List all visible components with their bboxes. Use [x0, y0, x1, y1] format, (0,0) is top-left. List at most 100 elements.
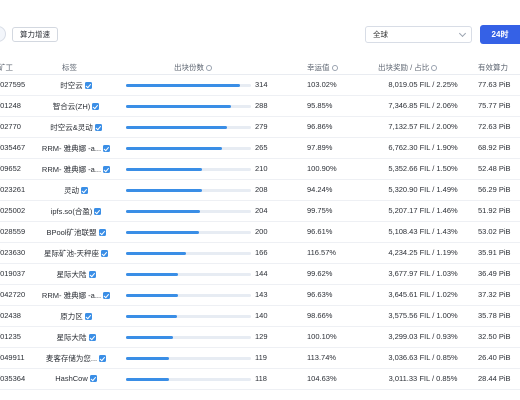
region-select[interactable]: 全球	[365, 26, 472, 43]
table-row[interactable]: f023261 灵动 208 94.24% 5,320.90 FIL / 1.49% 56…	[0, 180, 520, 201]
miner-id-link[interactable]: f035364	[0, 374, 26, 383]
blocks-count: 288	[255, 101, 268, 110]
blocks-progress-fill	[126, 168, 203, 171]
miner-id-link[interactable]: f02438	[0, 311, 21, 320]
miner-tag[interactable]: 麦客存储为您...	[32, 353, 120, 364]
table-row[interactable]: f042720 RRM- 雅典娜 -a... 143 96.63% 3,645.61 F…	[0, 285, 520, 306]
blocks-progress-fill	[126, 252, 187, 255]
miner-id-link[interactable]: f049911	[0, 353, 25, 362]
miner-id-link[interactable]: f09652	[0, 164, 21, 173]
info-icon[interactable]	[431, 64, 438, 71]
blocks-count: 118	[255, 374, 267, 383]
power-value: 35.91 PiB	[478, 248, 511, 257]
blocks-progress-bar	[126, 231, 251, 234]
miner-id-link[interactable]: f028559	[0, 227, 26, 236]
miner-id-link[interactable]: f019037	[0, 269, 26, 278]
reward-value: 3,645.61 FIL / 1.02%	[388, 290, 458, 299]
table-row[interactable]: f02770 时空云&灵动 279 96.86% 7,132.57 FIL / 2.00…	[0, 117, 520, 138]
miner-id-link[interactable]: f02770	[0, 122, 21, 131]
header-reward[interactable]: 出块奖励 / 占比	[378, 62, 438, 73]
blocks-count: 144	[255, 269, 268, 278]
blocks-progress-bar	[126, 252, 251, 255]
miner-id-link[interactable]: f027595	[0, 80, 26, 89]
table-row[interactable]: f09652 RRM- 雅典娜 -a... 210 100.90% 5,352.66 F…	[0, 159, 520, 180]
reward-value: 3,036.63 FIL / 0.85%	[388, 353, 458, 362]
info-icon[interactable]	[331, 64, 338, 71]
tab-24h[interactable]: 24时	[480, 25, 520, 44]
miner-id-link[interactable]: f023630	[0, 248, 26, 257]
power-value: 56.29 PiB	[478, 185, 511, 194]
miner-tag[interactable]: 星际矿池-天秤座	[32, 248, 120, 259]
blocks-progress-fill	[126, 273, 179, 276]
miner-tag[interactable]: 智合云(ZH)	[32, 101, 120, 112]
power-growth-filter-button[interactable]: 算力增速	[12, 27, 58, 42]
miner-tag[interactable]: 星际大陆	[32, 332, 120, 343]
blocks-count: 119	[255, 353, 267, 362]
table-row[interactable]: f019037 星际大陆 144 99.62% 3,677.97 FIL / 1.03%…	[0, 264, 520, 285]
miner-id-link[interactable]: f042720	[0, 290, 26, 299]
blocks-count: 210	[255, 164, 268, 173]
miner-id-link[interactable]: f01235	[0, 332, 21, 341]
blocks-progress-bar	[126, 210, 251, 213]
blocks-count: 204	[255, 206, 268, 215]
header-power: 有效算力	[478, 63, 508, 72]
miner-id-link[interactable]: f01248	[0, 101, 21, 110]
table-row[interactable]: f01248 智合云(ZH) 288 95.85% 7,346.85 FIL / 2.0…	[0, 96, 520, 117]
power-value: 75.77 PiB	[478, 101, 511, 110]
table-row[interactable]: f028559 BPool矿池联盟 200 96.61% 5,108.43 FIL / …	[0, 222, 520, 243]
header-luck[interactable]: 幸运值	[307, 62, 338, 73]
table-row[interactable]: f049911 麦客存储为您... 119 113.74% 3,036.63 FIL /…	[0, 348, 520, 369]
verified-icon	[94, 124, 102, 131]
miner-tag[interactable]: RRM- 雅典娜 -a...	[32, 143, 120, 154]
table-row[interactable]: f035467 RRM- 雅典娜 -a... 265 97.89% 6,762.30 F…	[0, 138, 520, 159]
miner-tag[interactable]: 星际大陆	[32, 269, 120, 280]
verified-icon	[84, 313, 92, 320]
miner-tag[interactable]: 灵动	[32, 185, 120, 196]
miner-tag[interactable]: 时空云&灵动	[32, 122, 120, 133]
power-value: 52.48 PiB	[478, 164, 511, 173]
luck-value: 100.10%	[307, 332, 337, 341]
miner-id-link[interactable]: f025002	[0, 206, 26, 215]
luck-value: 96.61%	[307, 227, 333, 236]
blocks-count: 143	[255, 290, 268, 299]
miner-tag[interactable]: HashCow	[32, 374, 120, 383]
blocks-count: 265	[255, 143, 268, 152]
info-icon[interactable]	[206, 64, 212, 71]
blocks-progress-bar	[126, 273, 251, 276]
blocks-progress-bar	[126, 126, 251, 129]
table-row[interactable]: f02438 原力区 140 98.66% 3,575.56 FIL / 1.00% 35…	[0, 306, 520, 327]
round-toggle-button[interactable]	[0, 26, 6, 42]
table-row[interactable]: f035364 HashCow 118 104.63% 3,011.33 FIL / 0…	[0, 369, 520, 390]
miner-tag[interactable]: RRM- 雅典娜 -a...	[32, 164, 120, 175]
table-row[interactable]: f023630 星际矿池-天秤座 166 116.57% 4,234.25 FIL / …	[0, 243, 520, 264]
verified-icon	[94, 208, 102, 215]
miner-tag[interactable]: 原力区	[32, 311, 120, 322]
reward-value: 5,207.17 FIL / 1.46%	[388, 206, 458, 215]
header-blocks[interactable]: 出块份数	[174, 62, 212, 73]
miner-tag[interactable]: BPool矿池联盟	[32, 227, 120, 238]
verified-icon	[98, 229, 106, 236]
verified-icon	[88, 334, 96, 341]
blocks-progress-bar	[126, 315, 251, 318]
reward-value: 7,132.57 FIL / 2.00%	[388, 122, 458, 131]
miner-tag[interactable]: ipfs.so(合盈)	[32, 206, 120, 217]
table-row[interactable]: f027595 时空云 314 103.02% 8,019.05 FIL / 2.25%…	[0, 75, 520, 96]
verified-icon	[103, 166, 111, 173]
verified-icon	[101, 250, 108, 257]
power-value: 68.92 PiB	[478, 143, 511, 152]
miner-id-link[interactable]: f035467	[0, 143, 26, 152]
reward-value: 3,677.97 FIL / 1.03%	[388, 269, 458, 278]
luck-value: 94.24%	[307, 185, 333, 194]
blocks-progress-fill	[126, 147, 223, 150]
miner-table-body: f027595 时空云 314 103.02% 8,019.05 FIL / 2.25%…	[0, 75, 520, 390]
blocks-progress-fill	[126, 336, 173, 339]
luck-value: 100.90%	[307, 164, 337, 173]
miner-tag[interactable]: 时空云	[32, 80, 120, 91]
luck-value: 95.85%	[307, 101, 333, 110]
table-row[interactable]: f01235 星际大陆 129 100.10% 3,299.03 FIL / 0.93%…	[0, 327, 520, 348]
table-row[interactable]: f025002 ipfs.so(合盈) 204 99.75% 5,207.17 FIL …	[0, 201, 520, 222]
miner-id-link[interactable]: f023261	[0, 185, 26, 194]
luck-value: 104.63%	[307, 374, 337, 383]
blocks-progress-fill	[126, 210, 201, 213]
miner-tag[interactable]: RRM- 雅典娜 -a...	[32, 290, 120, 301]
